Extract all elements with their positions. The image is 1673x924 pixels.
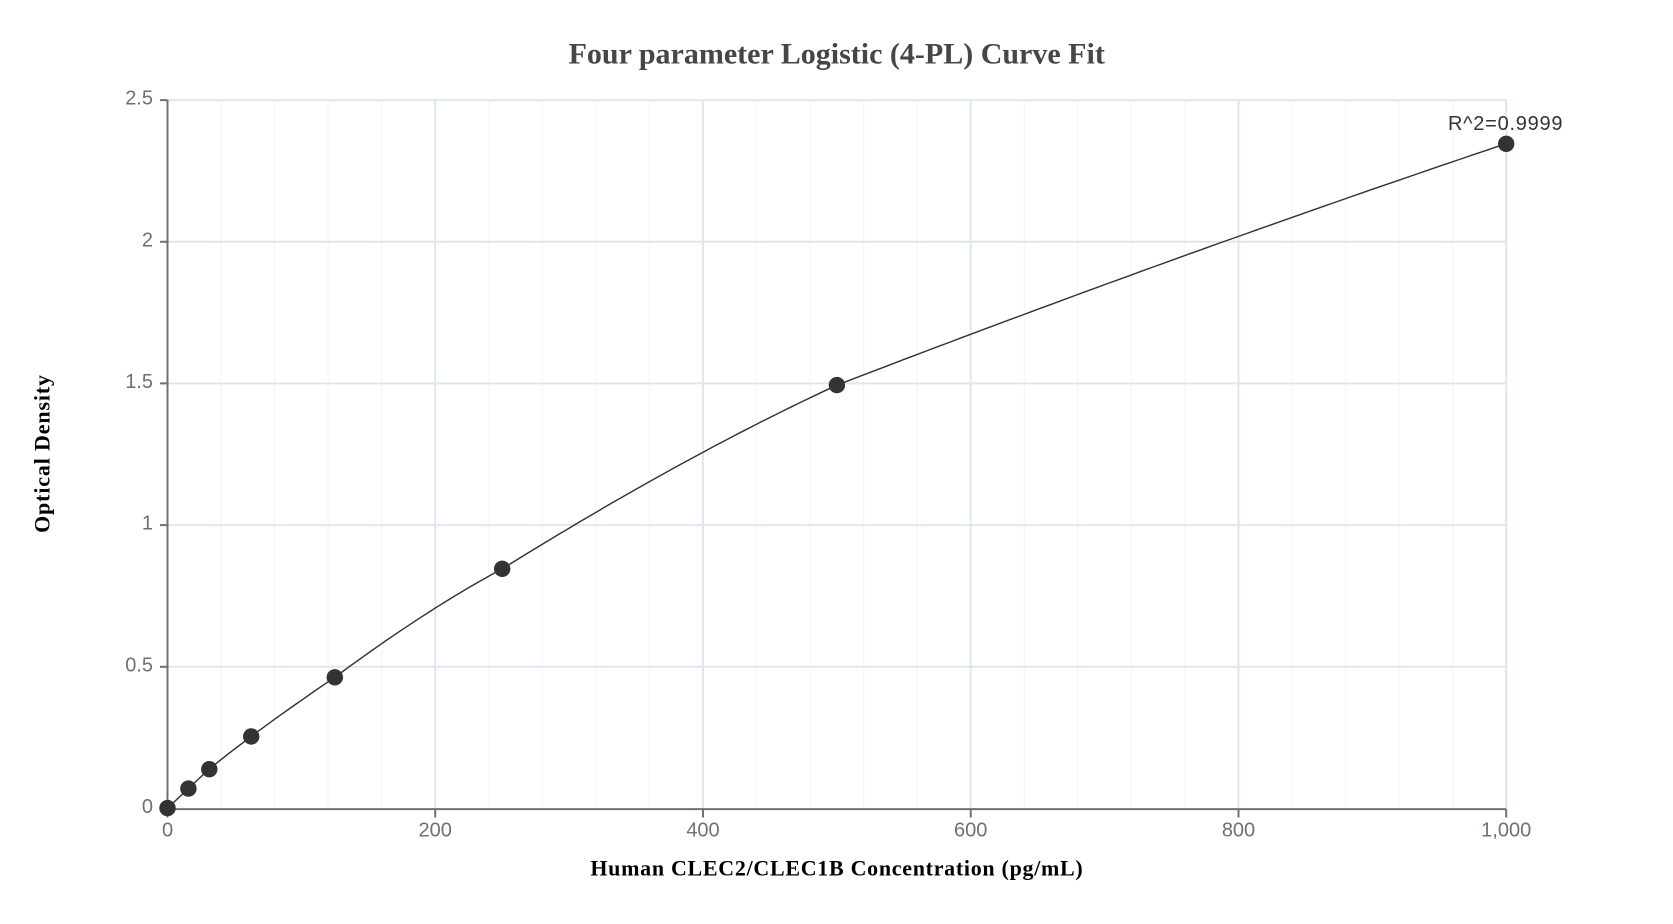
- svg-text:Four parameter Logistic (4-PL): Four parameter Logistic (4-PL) Curve Fit: [569, 38, 1105, 71]
- svg-text:2: 2: [142, 229, 153, 251]
- svg-text:1,000: 1,000: [1481, 820, 1531, 842]
- svg-text:R^2=0.9999: R^2=0.9999: [1448, 113, 1563, 135]
- svg-text:800: 800: [1222, 820, 1255, 842]
- svg-text:1.5: 1.5: [125, 371, 153, 393]
- svg-text:2.5: 2.5: [125, 88, 153, 110]
- svg-text:600: 600: [954, 820, 987, 842]
- svg-text:Human CLEC2/CLEC1B Concentrati: Human CLEC2/CLEC1B Concentration (pg/mL): [590, 856, 1083, 881]
- svg-text:1: 1: [142, 513, 153, 535]
- svg-text:200: 200: [419, 820, 452, 842]
- svg-text:400: 400: [686, 820, 719, 842]
- svg-text:0.5: 0.5: [125, 654, 153, 676]
- svg-text:0: 0: [162, 820, 173, 842]
- svg-text:0: 0: [142, 796, 153, 818]
- svg-text:Optical Density: Optical Density: [30, 374, 55, 533]
